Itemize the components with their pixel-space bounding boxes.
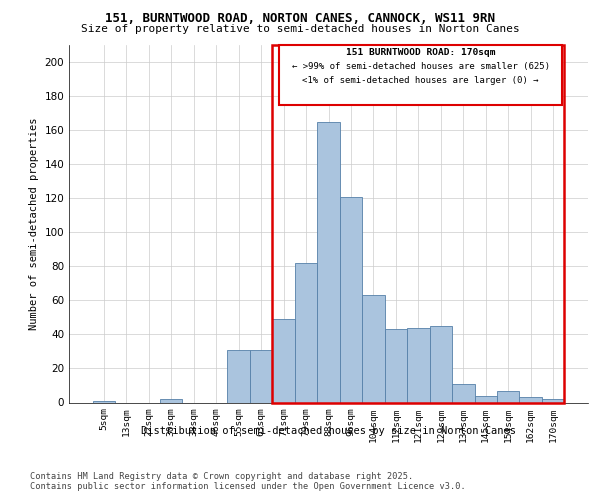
Bar — [520, 398, 542, 402]
Text: 151 BURNTWOOD ROAD: 170sqm: 151 BURNTWOOD ROAD: 170sqm — [346, 48, 496, 58]
Bar — [385, 330, 407, 402]
Text: Contains HM Land Registry data © Crown copyright and database right 2025.
Contai: Contains HM Land Registry data © Crown c… — [30, 472, 466, 491]
Bar — [92, 401, 115, 402]
Bar — [317, 122, 340, 402]
Bar — [272, 319, 295, 402]
Text: <1% of semi-detached houses are larger (0) →: <1% of semi-detached houses are larger (… — [302, 76, 539, 84]
Bar — [452, 384, 475, 402]
Bar — [160, 399, 182, 402]
Text: 151, BURNTWOOD ROAD, NORTON CANES, CANNOCK, WS11 9RN: 151, BURNTWOOD ROAD, NORTON CANES, CANNO… — [105, 12, 495, 26]
Bar — [340, 196, 362, 402]
Text: Distribution of semi-detached houses by size in Norton Canes: Distribution of semi-detached houses by … — [142, 426, 516, 436]
Bar — [250, 350, 272, 403]
Y-axis label: Number of semi-detached properties: Number of semi-detached properties — [29, 118, 39, 330]
Bar — [475, 396, 497, 402]
Bar — [295, 263, 317, 402]
Bar — [272, 45, 565, 403]
Bar — [407, 328, 430, 402]
Bar — [227, 350, 250, 403]
Bar — [497, 390, 520, 402]
Bar — [279, 45, 562, 104]
Bar — [362, 295, 385, 403]
Bar — [430, 326, 452, 402]
Bar — [542, 399, 565, 402]
Text: ← >99% of semi-detached houses are smaller (625): ← >99% of semi-detached houses are small… — [292, 62, 550, 71]
Text: Size of property relative to semi-detached houses in Norton Canes: Size of property relative to semi-detach… — [80, 24, 520, 34]
